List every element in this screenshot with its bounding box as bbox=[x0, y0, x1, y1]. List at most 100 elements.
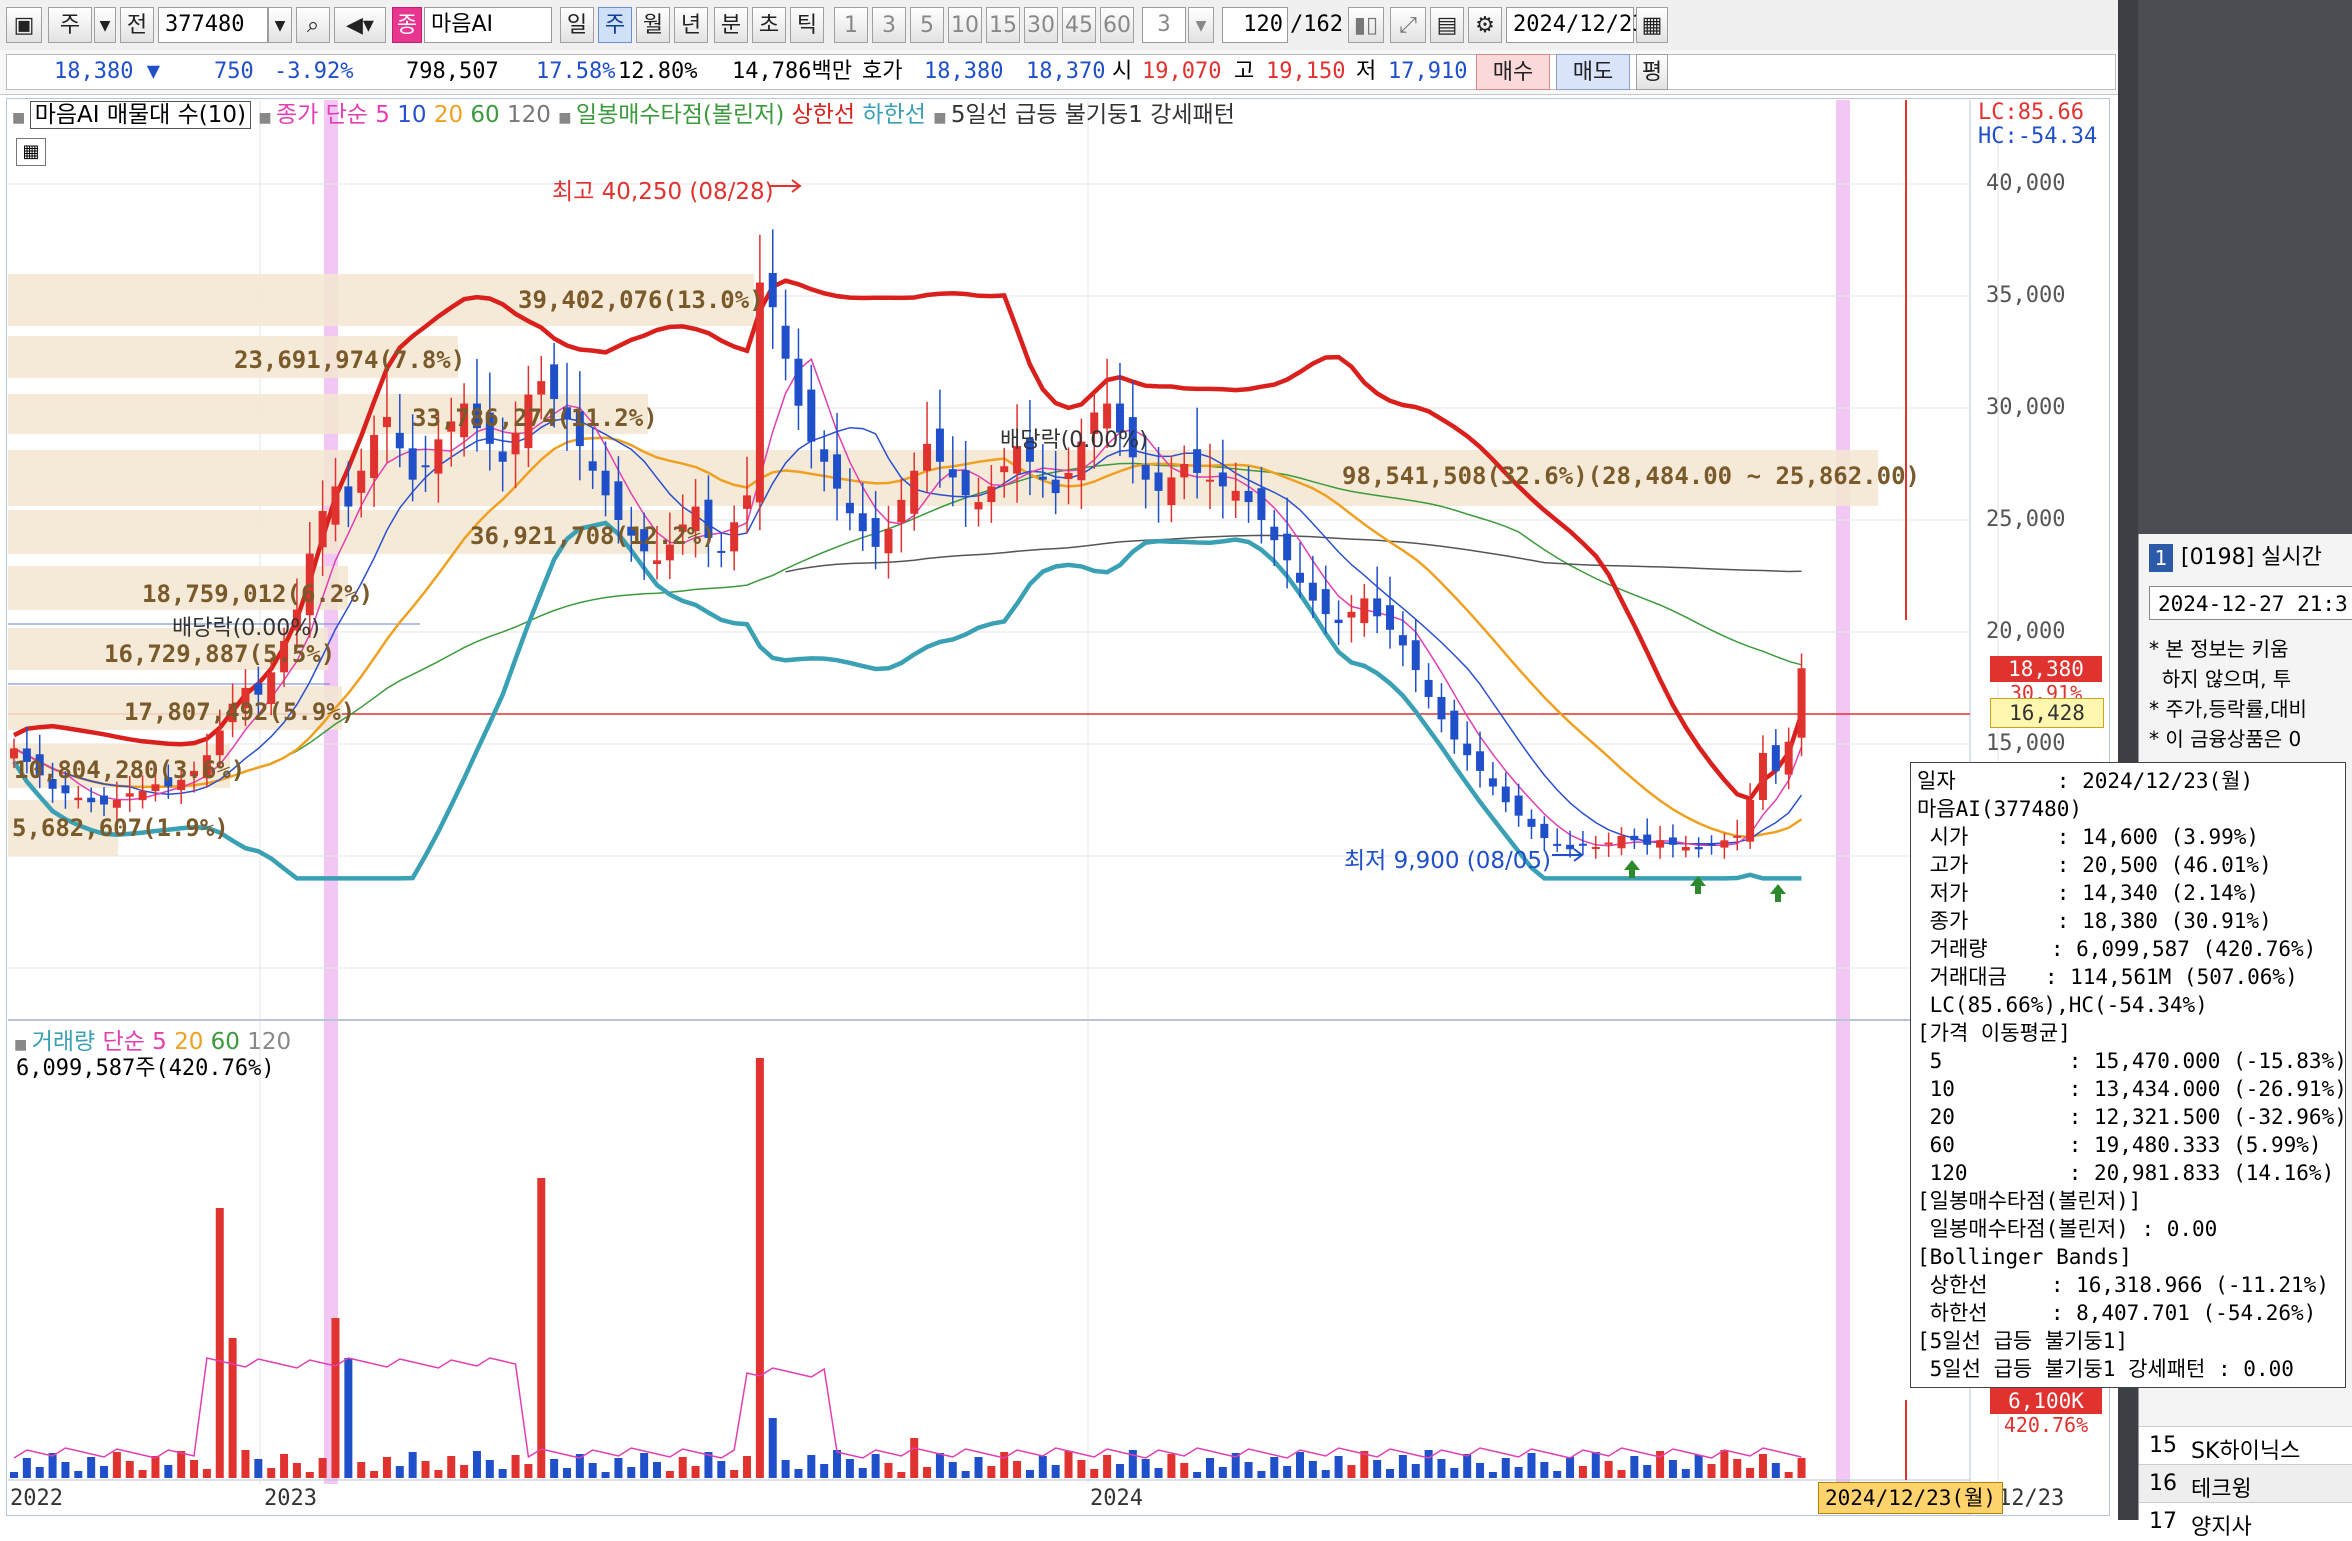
interval-10[interactable]: 10 bbox=[948, 7, 982, 43]
window-menu-icon[interactable]: ▣ bbox=[6, 7, 42, 43]
volume-ma60[interactable]: 60 bbox=[210, 1029, 240, 1055]
high-price: 19,150 bbox=[1266, 59, 1346, 84]
tooltip-line: 종가 : 18,380 (30.91%) bbox=[1917, 909, 2272, 933]
code-dropdown-icon[interactable]: ▼ bbox=[268, 7, 292, 43]
volume-bar bbox=[948, 1462, 957, 1478]
legend-vp[interactable]: 마음AI 매물대 수(10) bbox=[29, 101, 251, 129]
volume-bar bbox=[1668, 1460, 1677, 1478]
tab-year[interactable]: 년 bbox=[674, 7, 708, 43]
volume-title[interactable]: 거래량 bbox=[31, 1029, 96, 1055]
legend-ma-title[interactable]: 종가 단순 5 bbox=[276, 102, 390, 128]
tooltip-line: 5 : 15,470.000 (-15.83%) bbox=[1917, 1049, 2347, 1073]
hoga-label: 호가 bbox=[862, 59, 903, 84]
legend-lower[interactable]: 하한선 bbox=[862, 102, 926, 128]
total-count: /162 bbox=[1290, 12, 1343, 37]
legend-ma120[interactable]: 120 bbox=[507, 102, 551, 128]
legend-upper[interactable]: 상한선 bbox=[791, 102, 856, 128]
volume-bar bbox=[74, 1471, 83, 1478]
candle-body bbox=[1540, 823, 1549, 839]
volume-bar bbox=[100, 1466, 109, 1478]
candle-body bbox=[1424, 679, 1433, 697]
volume-bar bbox=[1463, 1454, 1472, 1478]
legend-ma60[interactable]: 60 bbox=[470, 102, 500, 128]
candle-body bbox=[421, 465, 430, 468]
stock-name-field[interactable]: 마음AI bbox=[424, 7, 552, 43]
volume-profile-band bbox=[8, 800, 118, 856]
market-select[interactable]: 주 bbox=[48, 7, 92, 43]
tab-month[interactable]: 월 bbox=[636, 7, 670, 43]
list-item[interactable]: 17 양지사 bbox=[2139, 1502, 2352, 1541]
volume-ma-title[interactable]: 단순 5 bbox=[102, 1029, 167, 1055]
legend-pattern[interactable]: 5일선 급등 불기둥1 강세패턴 bbox=[950, 102, 1235, 128]
custom-interval-dropdown-icon[interactable]: ▼ bbox=[1188, 7, 1214, 43]
panel-date-input[interactable]: 2024-12-27 21:3 bbox=[2149, 586, 2352, 620]
interval-3[interactable]: 3 bbox=[872, 7, 906, 43]
gear-icon[interactable]: ⚙ bbox=[1468, 7, 1502, 43]
search-icon[interactable]: ⌕ bbox=[296, 7, 330, 43]
tab-day[interactable]: 일 bbox=[560, 7, 594, 43]
draw-tool-icon[interactable]: ⤢ bbox=[1390, 7, 1426, 43]
code-input[interactable]: 377480 bbox=[158, 7, 268, 43]
candle-body bbox=[370, 434, 379, 479]
date-input[interactable]: 2024/12/23 bbox=[1506, 7, 1645, 43]
speaker-icon[interactable]: ◀▾ bbox=[334, 7, 386, 43]
candle-body bbox=[562, 407, 571, 420]
count-input[interactable]: 120 bbox=[1222, 7, 1288, 43]
price-tick: 15,000 bbox=[1986, 731, 2066, 756]
interval-5[interactable]: 5 bbox=[910, 7, 944, 43]
panel-note: * 이 금융상품은 0 bbox=[2149, 727, 2302, 751]
volume-bar bbox=[794, 1469, 803, 1478]
arrow-icon bbox=[1552, 848, 1584, 862]
period-toggle[interactable]: 전 bbox=[120, 7, 154, 43]
tab-tick[interactable]: 틱 bbox=[790, 7, 824, 43]
interval-30[interactable]: 30 bbox=[1024, 7, 1058, 43]
custom-interval-input[interactable]: 3 bbox=[1142, 7, 1186, 43]
candle-body bbox=[1643, 834, 1652, 845]
tab-second[interactable]: 초 bbox=[752, 7, 786, 43]
volume-bar bbox=[820, 1464, 829, 1478]
candle-body bbox=[1373, 598, 1382, 617]
candle-body bbox=[1218, 472, 1227, 487]
buy-signal-icon bbox=[1690, 876, 1706, 894]
panel-note: * 본 정보는 키움 bbox=[2149, 637, 2289, 661]
volume-bar bbox=[61, 1462, 70, 1478]
grid-table-icon[interactable]: ▦ bbox=[16, 138, 46, 166]
candle-body bbox=[691, 506, 700, 532]
flat-button[interactable]: 평 bbox=[1636, 54, 1668, 90]
candle-body bbox=[254, 683, 263, 695]
candle-body bbox=[177, 779, 186, 791]
interval-1-label: 1 bbox=[844, 13, 858, 38]
sell-button[interactable]: 매도 bbox=[1556, 54, 1630, 90]
volume-bar bbox=[1424, 1450, 1433, 1478]
volume-bar bbox=[1386, 1469, 1395, 1478]
list-item[interactable]: 16 테크윙 bbox=[2139, 1464, 2352, 1503]
legend-ma20[interactable]: 20 bbox=[433, 102, 464, 128]
tab-minute[interactable]: 분 bbox=[714, 7, 748, 43]
legend-bb-signal[interactable]: 일봉매수타점(볼린저) bbox=[575, 102, 785, 128]
candle-type-icon[interactable]: ▮▯ bbox=[1348, 7, 1384, 43]
tab-week[interactable]: 주 bbox=[598, 7, 632, 43]
save-icon[interactable]: ▤ bbox=[1430, 7, 1464, 43]
volume-bar bbox=[601, 1472, 610, 1478]
legend-ma10[interactable]: 10 bbox=[397, 102, 427, 128]
tooltip-line: 시가 : 14,600 (3.99%) bbox=[1917, 825, 2260, 849]
volume-bar bbox=[653, 1462, 661, 1478]
candle-body bbox=[1308, 582, 1317, 601]
interval-1[interactable]: 1 bbox=[834, 7, 868, 43]
buy-button[interactable]: 매수 bbox=[1476, 54, 1550, 90]
list-item[interactable]: 15 SK하이닉스 bbox=[2139, 1426, 2352, 1465]
volume-ma20[interactable]: 20 bbox=[174, 1029, 204, 1055]
interval-15[interactable]: 15 bbox=[986, 7, 1020, 43]
interval-45[interactable]: 45 bbox=[1062, 7, 1096, 43]
calendar-icon[interactable]: ▦ bbox=[1636, 7, 1668, 43]
candlesticks bbox=[10, 229, 1806, 859]
chevron-down-icon[interactable]: ▼ bbox=[94, 7, 116, 43]
chart-markers bbox=[770, 100, 1907, 1480]
volume-bar bbox=[987, 1466, 996, 1478]
volume-bar bbox=[421, 1461, 430, 1478]
interval-60[interactable]: 60 bbox=[1100, 7, 1134, 43]
volume-ma120[interactable]: 120 bbox=[247, 1029, 292, 1055]
candle-body bbox=[627, 526, 636, 536]
candle-body bbox=[1141, 464, 1150, 480]
tooltip-line: [Bollinger Bands] bbox=[1917, 1245, 2132, 1269]
